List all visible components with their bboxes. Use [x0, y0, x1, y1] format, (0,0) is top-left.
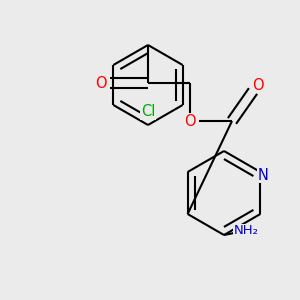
Text: O: O: [252, 77, 264, 92]
Text: NH₂: NH₂: [233, 224, 259, 238]
Text: O: O: [184, 113, 196, 128]
Text: N: N: [258, 167, 269, 182]
Text: O: O: [95, 76, 107, 91]
Text: Cl: Cl: [141, 104, 155, 119]
